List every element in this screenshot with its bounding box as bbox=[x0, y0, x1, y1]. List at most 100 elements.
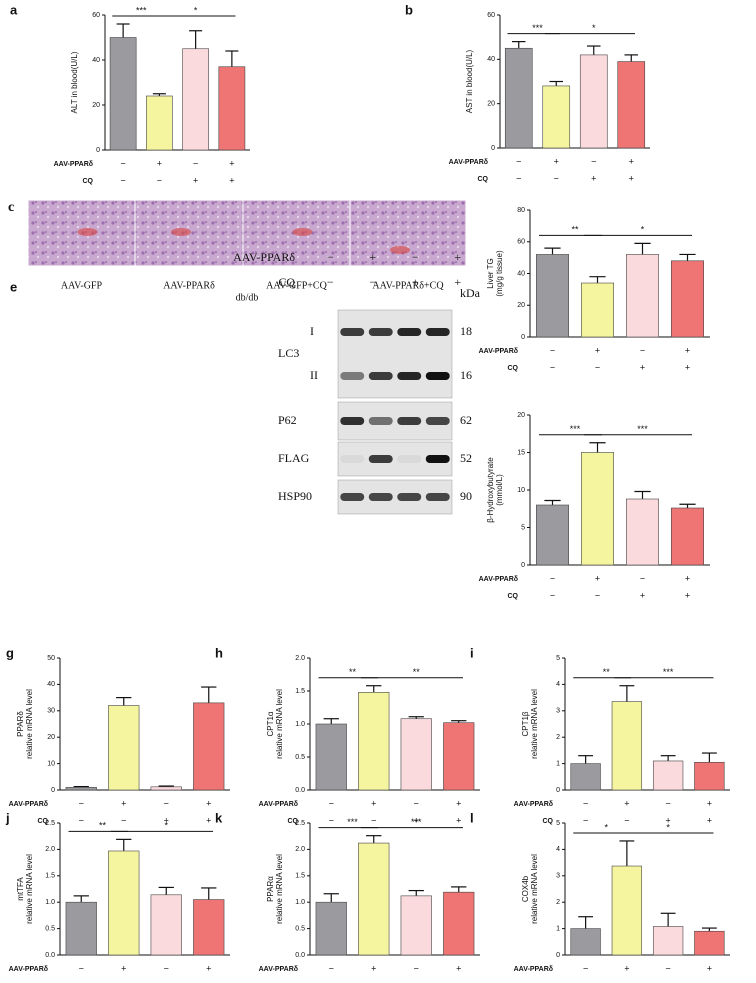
y-axis-label: relative mRNA level bbox=[275, 854, 284, 924]
significance-label: *** bbox=[570, 424, 581, 434]
bar bbox=[65, 787, 97, 791]
condition-sign: + bbox=[685, 573, 690, 583]
y-axis-label: CPT1β bbox=[521, 711, 530, 736]
condition-name: CQ bbox=[83, 178, 94, 185]
bar bbox=[580, 452, 614, 566]
bar bbox=[150, 786, 182, 791]
condition-sign: − bbox=[120, 158, 125, 168]
y-tick-label: 20 bbox=[487, 101, 495, 108]
panel-letter: j bbox=[5, 810, 10, 825]
significance-label: ** bbox=[571, 225, 579, 235]
condition-sign: − bbox=[121, 815, 126, 825]
bar bbox=[570, 928, 601, 956]
significance-label: * bbox=[194, 5, 198, 15]
bar bbox=[542, 85, 571, 149]
blot-strip bbox=[337, 309, 453, 399]
blot-condition-sign: + bbox=[369, 250, 376, 264]
bar bbox=[617, 61, 646, 149]
y-tick-label: 1.0 bbox=[295, 899, 305, 906]
condition-sign: − bbox=[624, 815, 629, 825]
condition-sign: + bbox=[229, 175, 234, 185]
condition-sign: + bbox=[414, 980, 419, 983]
condition-sign: − bbox=[79, 815, 84, 825]
y-axis-label: β-Hydroxybutyrate bbox=[486, 457, 495, 523]
condition-name: CQ bbox=[478, 176, 489, 183]
y-tick-label: 0.5 bbox=[45, 925, 55, 932]
y-tick-label: 5 bbox=[556, 820, 560, 827]
condition-sign: + bbox=[629, 173, 634, 183]
y-tick-label: 20 bbox=[517, 412, 525, 419]
y-axis-label: COX4b bbox=[521, 875, 530, 902]
y-tick-label: 1.0 bbox=[45, 899, 55, 906]
y-tick-label: 1.5 bbox=[45, 873, 55, 880]
y-tick-label: 2.0 bbox=[45, 846, 55, 853]
y-tick-label: 40 bbox=[92, 57, 100, 64]
condition-sign: + bbox=[206, 815, 211, 825]
significance-label: ** bbox=[349, 667, 357, 677]
y-tick-label: 2.0 bbox=[295, 655, 305, 662]
y-tick-label: 0 bbox=[521, 334, 525, 341]
bar bbox=[150, 894, 182, 956]
condition-sign: − bbox=[329, 963, 334, 973]
bar bbox=[652, 760, 684, 791]
y-axis-label: CPT1α bbox=[266, 711, 275, 736]
condition-sign: + bbox=[685, 362, 690, 372]
condition-sign: − bbox=[164, 798, 169, 808]
y-tick-label: 0 bbox=[556, 952, 560, 959]
significance-label: *** bbox=[663, 667, 674, 677]
condition-sign: + bbox=[456, 980, 461, 983]
condition-sign: + bbox=[229, 158, 234, 168]
histology-label: AAV-PPARδ+CQ bbox=[372, 280, 444, 291]
significance-label: *** bbox=[136, 5, 147, 15]
condition-sign: − bbox=[550, 590, 555, 600]
condition-sign: − bbox=[371, 815, 376, 825]
panel-letter: l bbox=[470, 810, 474, 825]
blot-band bbox=[368, 328, 393, 336]
condition-sign: + bbox=[206, 963, 211, 973]
y-tick-label: 40 bbox=[47, 681, 55, 688]
condition-sign: + bbox=[193, 175, 198, 185]
blot-band bbox=[425, 417, 450, 425]
blot-band bbox=[340, 417, 365, 425]
bar bbox=[652, 926, 684, 956]
y-tick-label: 0.5 bbox=[295, 925, 305, 932]
condition-name: AAV-PPARδ bbox=[9, 801, 48, 808]
blot-band bbox=[340, 372, 365, 380]
y-tick-label: 1.5 bbox=[295, 688, 305, 695]
y-tick-label: 0 bbox=[556, 787, 560, 794]
histology-stain bbox=[77, 228, 98, 236]
bar bbox=[670, 260, 704, 338]
condition-sign: + bbox=[371, 798, 376, 808]
y-axis-label: relative mRNA level bbox=[530, 689, 539, 759]
condition-sign: + bbox=[665, 815, 670, 825]
y-tick-label: 1 bbox=[556, 760, 560, 767]
panel-letter: h bbox=[215, 645, 223, 660]
panel-letter: k bbox=[215, 810, 223, 825]
y-tick-label: 4 bbox=[556, 681, 560, 688]
y-tick-label: 0 bbox=[51, 787, 55, 794]
y-tick-label: 0 bbox=[96, 147, 100, 154]
condition-name: CQ bbox=[543, 818, 554, 825]
condition-sign: − bbox=[554, 173, 559, 183]
condition-sign: + bbox=[456, 815, 461, 825]
condition-sign: + bbox=[554, 156, 559, 166]
histology-stain bbox=[171, 228, 191, 236]
histology-image bbox=[349, 199, 467, 267]
condition-sign: − bbox=[79, 963, 84, 973]
condition-sign: + bbox=[595, 573, 600, 583]
condition-sign: + bbox=[121, 798, 126, 808]
y-tick-label: 15 bbox=[517, 449, 525, 456]
condition-sign: + bbox=[707, 980, 712, 983]
condition-sign: − bbox=[414, 798, 419, 808]
condition-sign: + bbox=[206, 798, 211, 808]
blot-kda: 90 bbox=[460, 489, 472, 503]
blot-condition-sign: − bbox=[369, 275, 376, 289]
bar bbox=[443, 722, 475, 791]
y-tick-label: 2.5 bbox=[45, 820, 55, 827]
histology-stain bbox=[390, 246, 410, 254]
y-axis-label: relative mRNA level bbox=[275, 689, 284, 759]
bar bbox=[358, 842, 390, 956]
y-axis-label: (mg/g tissue) bbox=[495, 250, 504, 297]
condition-name: CQ bbox=[508, 365, 519, 372]
